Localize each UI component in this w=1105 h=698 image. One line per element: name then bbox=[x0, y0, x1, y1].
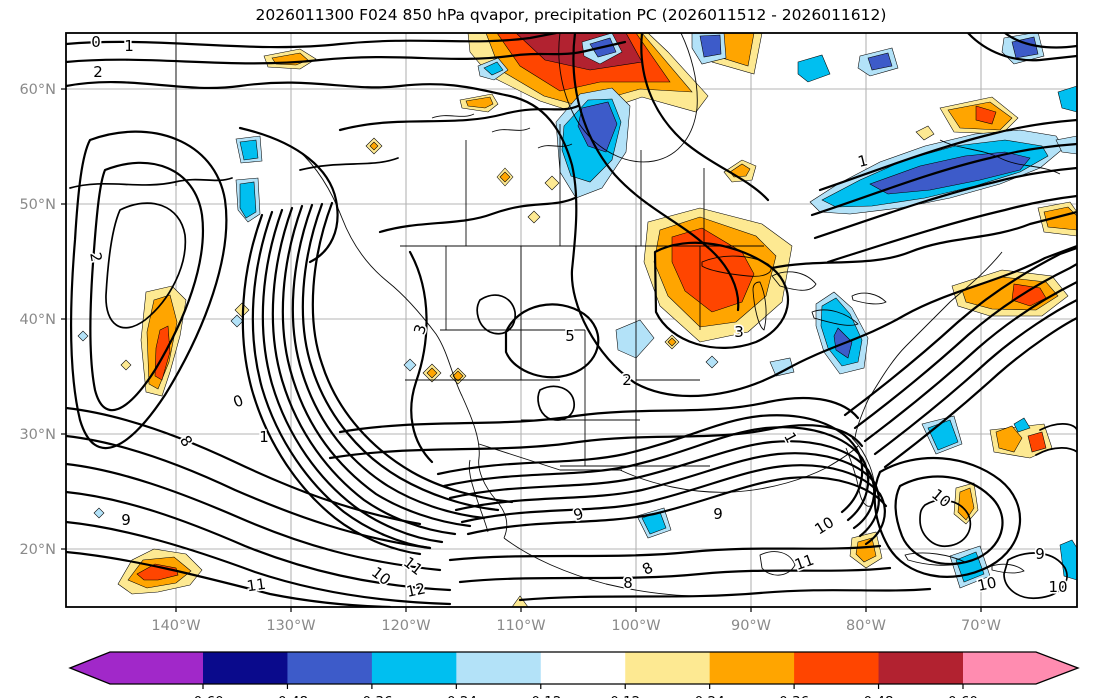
y-tick-label: 50°N bbox=[19, 197, 56, 213]
colorbar-tick-label: −0.24 bbox=[436, 694, 477, 698]
colorbar-outline bbox=[68, 651, 1080, 685]
colorbar-tick-label: 0.48 bbox=[864, 694, 894, 698]
contour-label: 2 bbox=[622, 371, 632, 389]
colorbar-tick-label: −0.48 bbox=[267, 694, 308, 698]
colorbar-tick-label: −0.36 bbox=[351, 694, 392, 698]
contour-label: 1 bbox=[259, 428, 269, 446]
colorbar-segment bbox=[203, 652, 288, 684]
colorbar-tick-label: 0.36 bbox=[779, 694, 809, 698]
contour-label: 9 bbox=[1035, 545, 1045, 563]
colorbar-segment bbox=[287, 652, 373, 684]
colorbar-extend-high bbox=[962, 652, 1078, 684]
x-tick-label: 130°W bbox=[266, 618, 315, 634]
colorbar-segment bbox=[794, 652, 880, 684]
colorbar-tick-label: −0.12 bbox=[520, 694, 561, 698]
contour-label: 3 bbox=[734, 323, 744, 341]
colorbar-segment bbox=[709, 652, 795, 684]
contour-label: 9 bbox=[713, 505, 723, 523]
x-tick-label: 110°W bbox=[496, 618, 545, 634]
colorbar-segment bbox=[371, 652, 457, 684]
x-tick-label: 90°W bbox=[731, 618, 771, 634]
y-tick-label: 60°N bbox=[19, 82, 56, 98]
map-frame bbox=[65, 32, 1078, 608]
contour-label: 0 bbox=[91, 33, 101, 51]
colorbar-segment bbox=[540, 652, 626, 684]
axis-ticks bbox=[61, 88, 982, 612]
x-tick-label: 70°W bbox=[961, 618, 1001, 634]
contour-label: 9 bbox=[121, 511, 131, 529]
colorbar-tick-label: 0.12 bbox=[610, 694, 640, 698]
x-tick-label: 80°W bbox=[846, 618, 886, 634]
colorbar-tick-label: −0.60 bbox=[182, 694, 223, 698]
colorbar: −0.60 −0.48 −0.36 −0.24 −0.12 0.12 0.24 0.36 0.4… bbox=[68, 651, 1080, 698]
x-tick-label: 140°W bbox=[151, 618, 200, 634]
y-axis-labels: 60°N 50°N 40°N 30°N 20°N bbox=[19, 82, 56, 558]
chart-title: 2026011300 F024 850 hPa qvapor, precipit… bbox=[256, 6, 887, 24]
colorbar-tick-label: 0.24 bbox=[695, 694, 725, 698]
colorbar-segment bbox=[456, 652, 542, 684]
x-axis-labels: 140°W 130°W 120°W 110°W 100°W 90°W 80°W 70°W bbox=[151, 618, 1001, 634]
x-tick-label: 100°W bbox=[611, 618, 660, 634]
contour-label: 11 bbox=[246, 575, 267, 595]
contour-layer bbox=[66, 33, 1077, 607]
contour-label: 1 bbox=[124, 37, 134, 55]
contour-label: 2 bbox=[93, 63, 103, 81]
colorbar-tick-label: 0.60 bbox=[948, 694, 978, 698]
y-tick-label: 20°N bbox=[19, 542, 56, 558]
colorbar-segment bbox=[878, 652, 964, 684]
y-tick-label: 40°N bbox=[19, 312, 56, 328]
colorbar-extend-low bbox=[70, 652, 203, 684]
colorbar-segment bbox=[625, 652, 711, 684]
contour-label: 5 bbox=[565, 327, 575, 345]
y-tick-label: 30°N bbox=[19, 427, 56, 443]
contour-label: 8 bbox=[623, 574, 633, 592]
contour-label: 10 bbox=[1048, 578, 1067, 596]
x-tick-label: 120°W bbox=[381, 618, 430, 634]
